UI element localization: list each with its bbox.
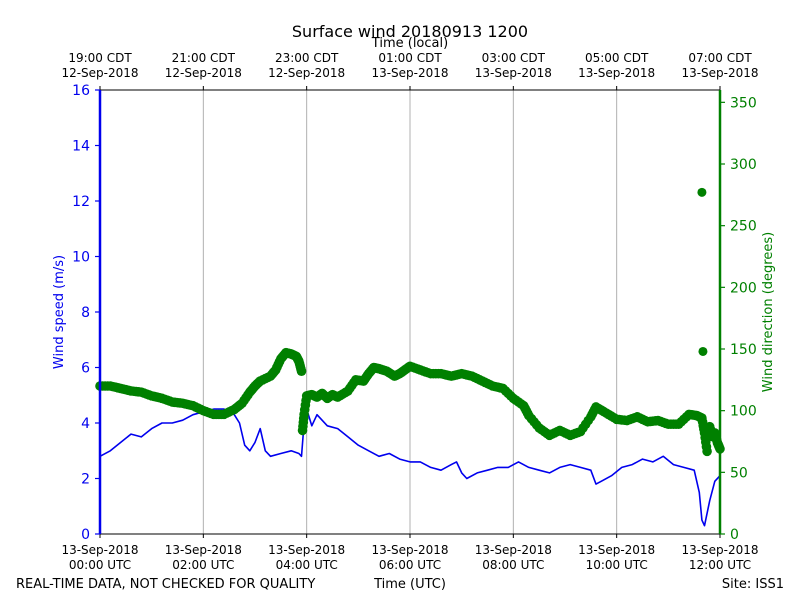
wind-direction-point [296, 366, 307, 377]
y2-tick-label: 100 [730, 404, 757, 420]
y-tick-label: 14 [72, 139, 90, 155]
top-tick-label: 23:00 CDT [275, 51, 339, 65]
top-tick-label: 05:00 CDT [585, 51, 649, 65]
x-tick-label: 04:00 UTC [276, 558, 338, 572]
grid-lines [202, 90, 618, 534]
top-tick-label: 13-Sep-2018 [681, 66, 758, 80]
y2-tick-label: 350 [730, 95, 757, 111]
x-tick-label: 12:00 UTC [689, 558, 751, 572]
chart-title: Surface wind 20180913 1200 [292, 22, 528, 41]
top-tick-label: 12-Sep-2018 [165, 66, 242, 80]
y2-tick-label: 0 [730, 527, 739, 543]
y-tick-label: 10 [72, 250, 90, 266]
series-layer [95, 187, 725, 527]
top-axis-label: Time (local) [371, 36, 448, 51]
x-tick-label: 06:00 UTC [379, 558, 441, 572]
y2-tick-label: 50 [730, 465, 748, 481]
x-tick-label: 13-Sep-2018 [268, 543, 345, 557]
y-tick-label: 0 [81, 527, 90, 543]
y-tick-label: 8 [81, 305, 90, 321]
y-tick-label: 12 [72, 194, 90, 210]
top-tick-label: 13-Sep-2018 [475, 66, 552, 80]
top-tick-label: 12-Sep-2018 [268, 66, 345, 80]
x-tick-label: 02:00 UTC [172, 558, 234, 572]
wind-direction-point [698, 346, 708, 356]
x-tick-label: 13-Sep-2018 [681, 543, 758, 557]
x-tick-label: 13-Sep-2018 [578, 543, 655, 557]
x-tick-label: 13-Sep-2018 [371, 543, 448, 557]
x-tick-label: 00:00 UTC [69, 558, 131, 572]
y2-tick-label: 250 [730, 219, 757, 235]
top-tick-label: 01:00 CDT [378, 51, 442, 65]
y-tick-label: 6 [81, 361, 90, 377]
y-tick-label: 4 [81, 416, 90, 432]
top-tick-label: 07:00 CDT [688, 51, 752, 65]
footer-quality-note: REAL-TIME DATA, NOT CHECKED FOR QUALITY [16, 577, 315, 592]
left-axis-label: Wind speed (m/s) [52, 255, 67, 369]
y-tick-label: 2 [81, 472, 90, 488]
wind-direction-point [702, 446, 712, 457]
x-tick-label: 13-Sep-2018 [165, 543, 242, 557]
y2-tick-label: 200 [730, 280, 757, 296]
y-tick-label: 16 [72, 83, 90, 99]
top-tick-label: 03:00 CDT [482, 51, 546, 65]
x-tick-label: 10:00 UTC [586, 558, 648, 572]
top-tick-label: 13-Sep-2018 [578, 66, 655, 80]
x-tick-label: 13-Sep-2018 [475, 543, 552, 557]
x-tick-label: 13-Sep-2018 [61, 543, 138, 557]
right-axis-label: Wind direction (degrees) [761, 232, 776, 392]
footer-site: Site: ISS1 [722, 577, 784, 592]
top-tick-label: 19:00 CDT [68, 51, 132, 65]
y2-tick-label: 300 [730, 157, 757, 173]
top-tick-label: 21:00 CDT [172, 51, 236, 65]
top-tick-label: 12-Sep-2018 [61, 66, 138, 80]
top-tick-label: 13-Sep-2018 [371, 66, 448, 80]
bottom-axis-label: Time (UTC) [373, 577, 446, 592]
wind-direction-point [697, 187, 707, 197]
x-tick-label: 08:00 UTC [482, 558, 544, 572]
y2-tick-label: 150 [730, 342, 757, 358]
